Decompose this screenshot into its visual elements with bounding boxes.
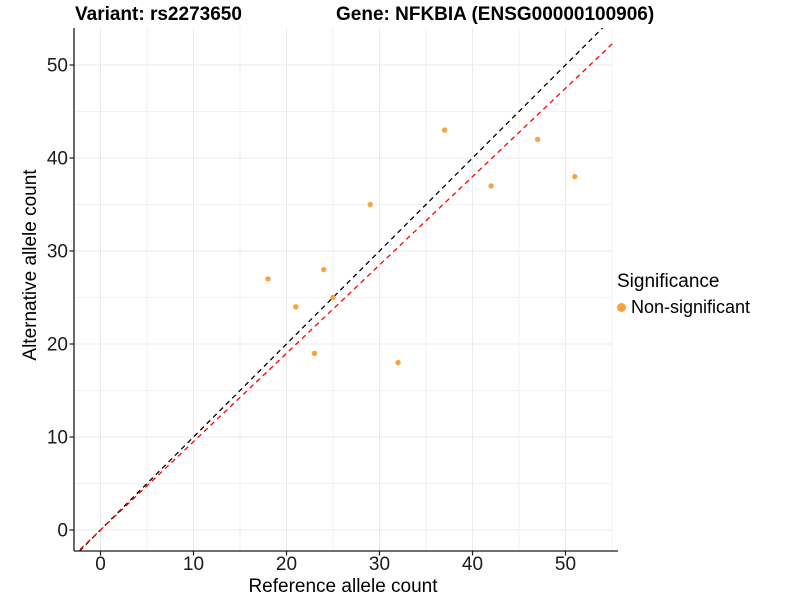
identity-line xyxy=(78,28,604,551)
data-point xyxy=(367,201,373,208)
y-axis-title: Alternative allele count xyxy=(20,169,41,361)
x-axis-title: Reference allele count xyxy=(248,576,438,597)
gene-title: Gene: NFKBIA (ENSG00000100906) xyxy=(336,4,655,25)
data-point xyxy=(441,127,448,133)
data-point xyxy=(488,183,494,189)
data-point xyxy=(330,294,336,301)
data-point xyxy=(293,304,299,310)
x-tick-label: 0 xyxy=(95,554,106,575)
data-point xyxy=(311,350,318,356)
y-tick-label: 50 xyxy=(47,56,68,77)
variant-title: Variant: rs2273650 xyxy=(75,4,242,25)
y-tick-label: 10 xyxy=(47,428,68,449)
x-tick-label: 10 xyxy=(183,554,204,575)
data-point xyxy=(265,276,271,282)
data-point xyxy=(572,173,578,180)
legend-item: Non-significant xyxy=(617,297,750,318)
reference-lines-group xyxy=(77,28,613,551)
data-point xyxy=(534,136,541,143)
x-tick-label: 30 xyxy=(369,554,390,575)
legend-point-icon xyxy=(617,303,626,312)
x-tick-label: 50 xyxy=(555,554,576,575)
legend: Significance Non-significant xyxy=(617,271,750,318)
allelic-ratio-line xyxy=(77,42,613,551)
data-point xyxy=(321,266,327,273)
y-tick-label: 0 xyxy=(57,521,68,542)
x-tick-label: 40 xyxy=(462,554,483,575)
y-tick-label: 40 xyxy=(47,149,68,170)
x-tick-label: 20 xyxy=(276,554,297,575)
y-tick-label: 30 xyxy=(47,242,68,263)
y-tick-label: 20 xyxy=(47,335,68,356)
legend-title: Significance xyxy=(617,271,720,292)
legend-item-label: Non-significant xyxy=(631,297,751,317)
data-point xyxy=(395,359,401,366)
